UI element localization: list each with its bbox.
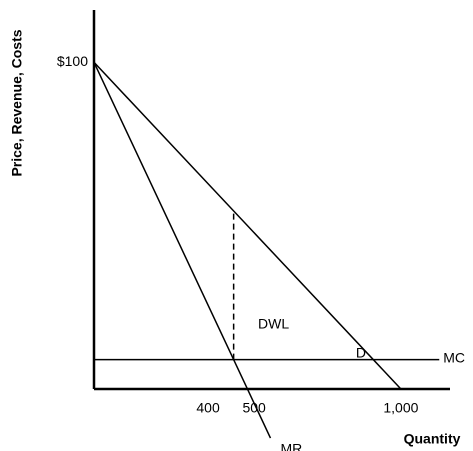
- x-tick-label: 1,000: [383, 400, 418, 416]
- x-tick-label: 500: [242, 400, 266, 416]
- x-tick-label: 400: [196, 400, 220, 416]
- curve: [93, 61, 402, 390]
- y-tick-label: $100: [57, 53, 88, 69]
- curve-label: MC: [443, 349, 465, 365]
- y-axis-title: Price, Revenue, Costs: [9, 29, 25, 176]
- curve-label: D: [356, 345, 366, 361]
- annotation: DWL: [258, 316, 289, 332]
- x-axis-title: Quantity: [404, 431, 461, 447]
- curve-label: MR: [280, 441, 302, 451]
- curve: [93, 61, 272, 439]
